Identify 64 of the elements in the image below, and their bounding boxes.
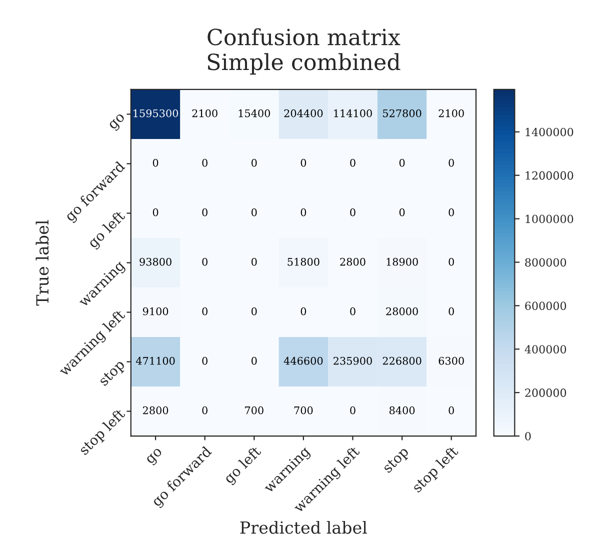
data-label: 0 (252, 208, 257, 216)
data-label: 2100 (192, 109, 218, 118)
data-label: 0 (300, 208, 306, 216)
data-label: 8400 (389, 406, 415, 414)
y-tick-label: go (108, 113, 128, 132)
data-label: 0 (252, 158, 257, 167)
data-label: 0 (350, 158, 356, 167)
data-label: 0 (300, 158, 306, 167)
data-label: 0 (252, 258, 257, 266)
data-label: 204400 (284, 109, 323, 118)
data-label: 18900 (386, 258, 418, 266)
color-bar-label: 800000 (525, 258, 566, 267)
data-label: 93800 (140, 258, 172, 266)
color-bar-label: 1200000 (526, 171, 574, 180)
data-label: 2800 (340, 258, 366, 266)
data-label: 0 (252, 356, 257, 365)
data-label: 0 (350, 208, 356, 216)
data-label: 28000 (386, 307, 418, 316)
data-label: 0 (202, 356, 208, 365)
data-label: 114100 (334, 109, 372, 118)
data-label: 700 (245, 406, 264, 414)
x-tick-label: go left (222, 445, 264, 486)
x-axis-title: Predicted label (240, 520, 367, 534)
data-label: 0 (350, 406, 356, 414)
data-label: 235900 (334, 356, 372, 365)
y-axis-title: True label (36, 220, 49, 306)
data-label: 226800 (382, 356, 422, 365)
data-label: 0 (448, 307, 454, 316)
data-label: 0 (202, 258, 208, 266)
data-label: 0 (448, 208, 454, 216)
y-tick-label: go left (86, 210, 128, 250)
data-label: 0 (202, 208, 208, 216)
data-label: 1595300 (134, 109, 178, 118)
data-label: 0 (152, 158, 158, 167)
data-label: 0 (399, 158, 405, 167)
data-label: 446600 (284, 356, 323, 365)
color-bar-label: 600000 (525, 302, 566, 310)
data-label: 527800 (383, 109, 422, 118)
data-label: 0 (202, 307, 208, 316)
x-tick-label: go (146, 448, 165, 466)
data-label: 51800 (288, 258, 320, 266)
data-label: 15400 (238, 109, 270, 118)
color-bar-label: 200000 (525, 388, 566, 397)
data-label: 0 (252, 307, 257, 316)
color-bar-label: 1000000 (526, 214, 574, 224)
data-label: 0 (152, 208, 158, 216)
data-label: 0 (448, 258, 454, 266)
data-label: 2800 (143, 406, 168, 414)
color-bar-label: 1400000 (526, 128, 574, 136)
data-label: 471100 (136, 356, 175, 365)
data-label: 0 (202, 406, 208, 414)
data-label: 0 (448, 158, 454, 167)
data-label: 0 (350, 307, 356, 316)
data-label: 700 (294, 406, 313, 414)
data-label: 6300 (438, 356, 464, 365)
color-bar-label: 0 (525, 432, 531, 440)
data-label: 0 (202, 158, 208, 167)
data-label: 0 (448, 406, 454, 414)
data-label: 9100 (142, 307, 168, 316)
data-label: 0 (399, 208, 405, 216)
data-label: 2100 (438, 109, 464, 118)
data-label: 0 (300, 307, 306, 316)
color-bar-label: 400000 (524, 345, 566, 354)
chart-title: Confusion matrix Simple combined (208, 28, 400, 75)
